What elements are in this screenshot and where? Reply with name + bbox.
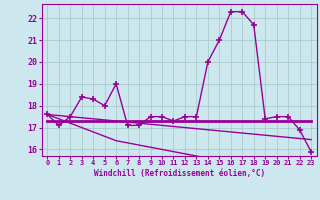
X-axis label: Windchill (Refroidissement éolien,°C): Windchill (Refroidissement éolien,°C) <box>94 169 265 178</box>
